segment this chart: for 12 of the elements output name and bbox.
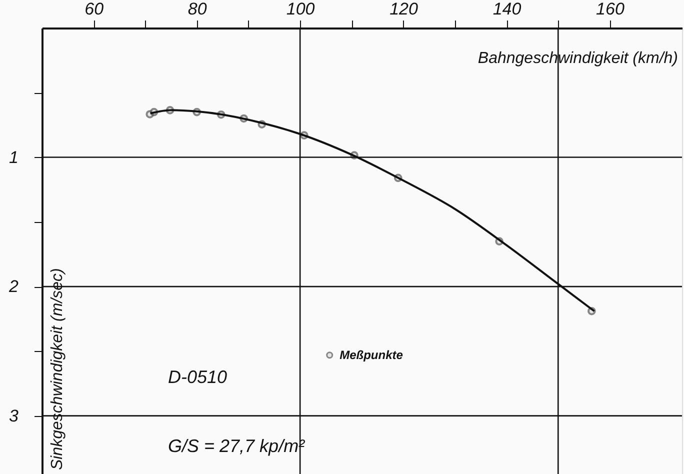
y-tick-label: 3 bbox=[9, 406, 20, 426]
y-axis-title: Sinkgeschwindigkeit (m/sec) bbox=[49, 268, 66, 470]
y-tick-label: 1 bbox=[9, 148, 18, 167]
legend-label: Meßpunkte bbox=[340, 348, 404, 362]
x-tick-label: 160 bbox=[596, 0, 625, 18]
x-tick-label: 80 bbox=[188, 0, 208, 18]
y-tick-label: 2 bbox=[8, 277, 20, 296]
x-tick-label: 60 bbox=[84, 0, 104, 18]
x-tick-label: 140 bbox=[492, 0, 522, 18]
annotation: D-0510 bbox=[168, 367, 228, 387]
x-tick-label: 100 bbox=[286, 0, 316, 18]
x-tick-label: 120 bbox=[390, 0, 419, 18]
